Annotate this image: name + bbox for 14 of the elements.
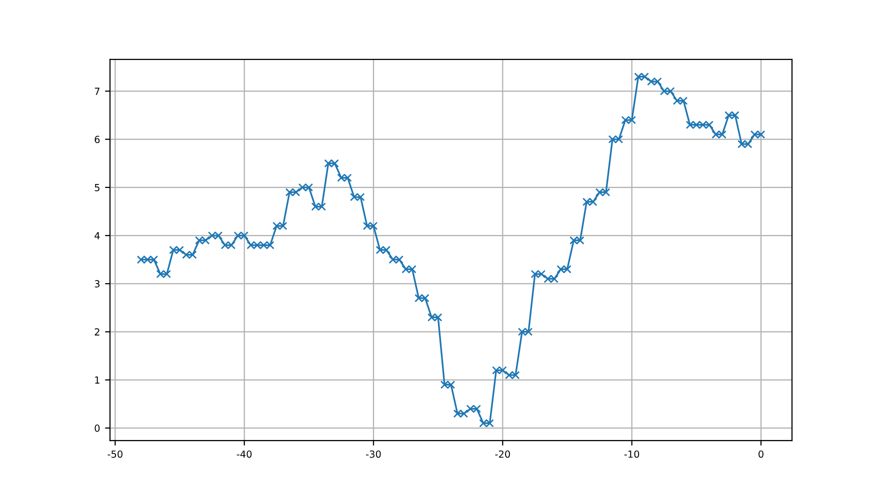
x-tick-label: -50	[108, 450, 122, 458]
y-tick-label: 4	[94, 232, 100, 240]
y-tick-label: 5	[94, 184, 100, 192]
x-tick-label: -40	[236, 450, 252, 458]
y-tick-label: 6	[94, 136, 100, 144]
x-tick-label: -10	[624, 450, 640, 458]
y-tick-label: 7	[94, 88, 100, 95]
y-tick-label: 0	[94, 424, 100, 432]
x-tick-label: -30	[366, 450, 381, 458]
x-tick-label: 0	[758, 450, 764, 458]
y-tick-label: 2	[94, 328, 100, 336]
y-tick-label: 3	[94, 280, 100, 288]
y-tick-label: 1	[95, 376, 100, 384]
x-tick-label: -20	[495, 450, 510, 458]
